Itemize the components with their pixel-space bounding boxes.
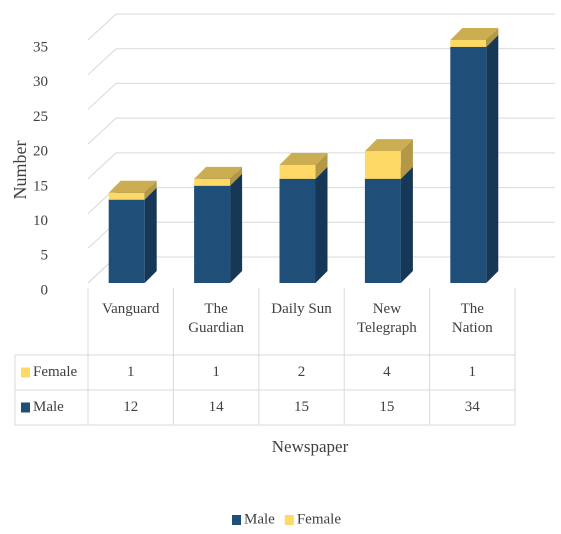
bar-top — [279, 152, 328, 165]
grid-line — [87, 13, 555, 41]
bar-front — [194, 185, 231, 283]
bar-front — [108, 192, 145, 200]
row-label: Female — [33, 364, 77, 380]
y-tick-label: 20 — [33, 144, 48, 160]
legend-label: Male — [244, 511, 275, 527]
y-tick-label: 0 — [41, 282, 49, 298]
table-value: 1 — [127, 364, 135, 380]
bar-side — [315, 152, 328, 179]
table-value: 12 — [123, 399, 138, 415]
x-tick-label: The Guardian — [188, 301, 244, 336]
bar-front — [279, 164, 316, 179]
table-value: 1 — [212, 364, 220, 380]
table-value: 34 — [465, 399, 481, 415]
bar-top — [194, 166, 243, 179]
y-tick-label: 10 — [33, 213, 48, 229]
legend-key — [21, 402, 30, 413]
bar-side — [230, 166, 243, 186]
x-tick-label: Daily Sun — [271, 301, 332, 317]
bar-side — [486, 34, 499, 283]
bar-front — [450, 40, 487, 47]
row-label: Male — [33, 399, 64, 415]
bar-front — [450, 46, 487, 283]
bar-top — [108, 180, 157, 193]
y-tick-label: 35 — [33, 39, 48, 55]
table-value: 14 — [209, 399, 225, 415]
y-tick-label: 30 — [33, 74, 48, 90]
x-tick-label: New Telegraph — [357, 301, 417, 336]
table-value: 15 — [294, 399, 309, 415]
legend-key — [21, 367, 30, 378]
bar-front — [364, 151, 401, 179]
legend-swatch — [232, 515, 241, 525]
x-axis-title: Newspaper — [272, 437, 349, 456]
legend-label: Female — [297, 511, 341, 527]
y-tick-label: 15 — [33, 178, 48, 194]
bar-side — [486, 28, 499, 47]
y-tick-label: 25 — [33, 109, 48, 125]
bar-side — [230, 173, 243, 283]
bar-side — [400, 139, 413, 179]
bar-side — [400, 166, 413, 283]
bar-top — [364, 139, 413, 152]
grid-line — [87, 48, 555, 76]
table-value: 4 — [383, 364, 391, 380]
bar-front — [108, 199, 145, 283]
grid-line — [87, 117, 555, 145]
table-value: 1 — [469, 364, 477, 380]
bar-front — [279, 178, 316, 283]
table-value: 15 — [379, 399, 394, 415]
x-tick-label: Vanguard — [101, 301, 160, 317]
bar-side — [315, 166, 328, 283]
bar-top — [450, 28, 499, 40]
bar-side — [144, 180, 157, 200]
bar-front — [364, 178, 401, 283]
grid-line — [87, 82, 555, 110]
bar-front — [194, 178, 231, 186]
x-tick-label: The Nation — [451, 301, 493, 336]
bar-side — [144, 187, 157, 283]
y-tick-label: 5 — [41, 248, 49, 264]
y-axis-title: Number — [10, 141, 30, 200]
legend-swatch — [284, 515, 294, 525]
table-value: 2 — [298, 364, 306, 380]
